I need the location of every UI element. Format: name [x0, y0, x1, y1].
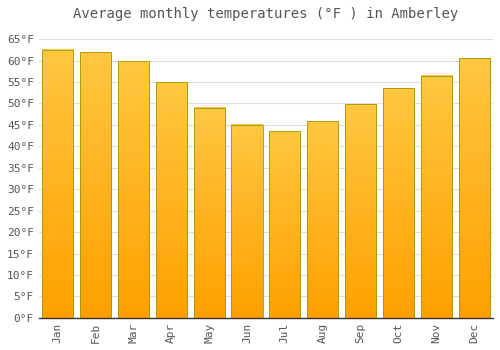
- Bar: [232, 125, 262, 318]
- Bar: [307, 121, 338, 318]
- Bar: [42, 50, 74, 318]
- Title: Average monthly temperatures (°F ) in Amberley: Average monthly temperatures (°F ) in Am…: [74, 7, 458, 21]
- Bar: [118, 62, 149, 318]
- Bar: [345, 104, 376, 318]
- Bar: [383, 89, 414, 318]
- Bar: [421, 76, 452, 318]
- Bar: [80, 52, 111, 318]
- Bar: [458, 58, 490, 318]
- Bar: [270, 131, 300, 318]
- Bar: [156, 82, 187, 318]
- Bar: [194, 108, 224, 318]
